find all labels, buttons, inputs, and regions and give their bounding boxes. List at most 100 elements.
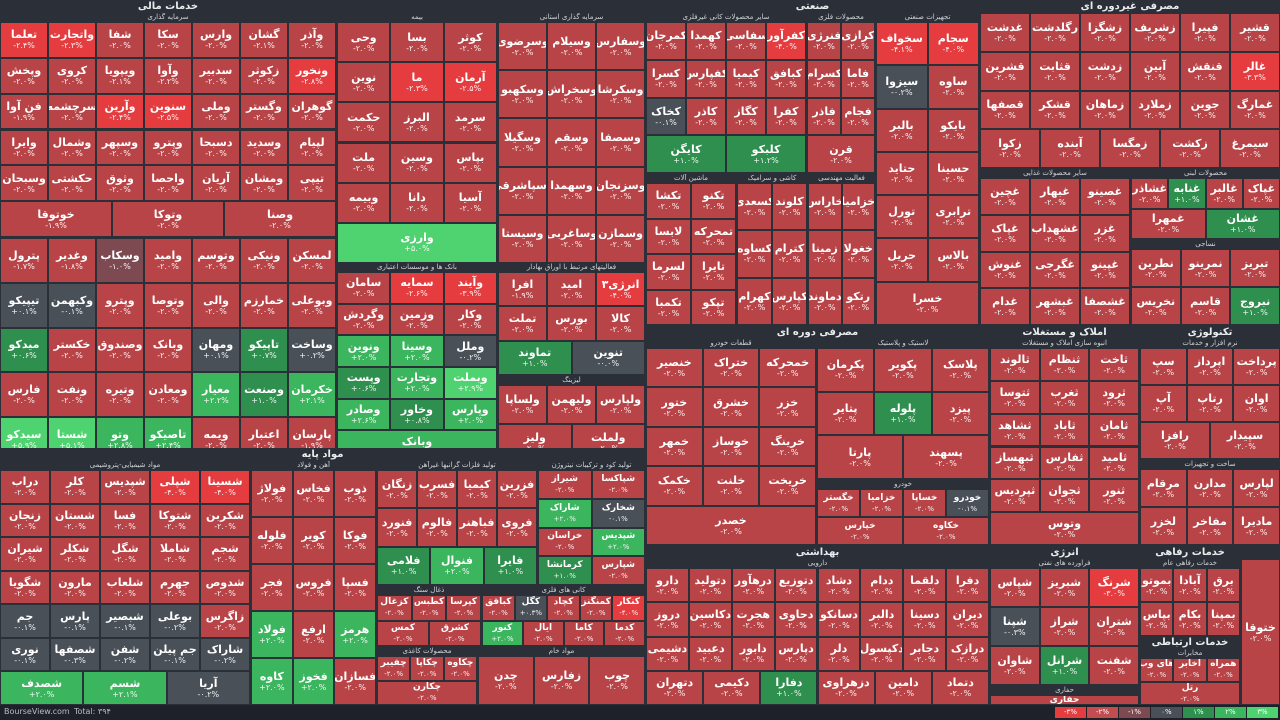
stock-tile[interactable]: شپنا -۰.۳% (990, 607, 1040, 646)
stock-tile[interactable]: شجم -۲.۰% (200, 537, 250, 571)
stock-tile[interactable]: وسکاب -۱.۰% (96, 238, 144, 283)
stock-tile[interactable]: بپاس -۲.۰% (1140, 602, 1174, 636)
stock-tile[interactable]: اپرداز -۲.۰% (1186, 348, 1234, 385)
stock-tile[interactable]: وصنعت +۱.۰% (240, 372, 288, 418)
stock-tile[interactable]: دشیمی -۲.۰% (646, 636, 689, 671)
stock-tile[interactable]: سامان -۲.۰% (337, 272, 391, 304)
industry-title[interactable]: آهن و فولاد (297, 461, 330, 469)
stock-tile[interactable]: پتایر -۲.۰% (817, 391, 875, 436)
stock-tile[interactable]: تکنو -۲.۰% (691, 183, 736, 219)
stock-tile[interactable]: غشاذر -۲.۰% (1131, 178, 1169, 209)
stock-tile[interactable]: فولاژ -۲.۰% (251, 470, 293, 517)
stock-tile[interactable]: دماوند -۲.۰% (808, 277, 842, 325)
industry-title[interactable]: خودرو (894, 480, 912, 488)
stock-tile[interactable]: دعبید -۲.۰% (688, 636, 732, 671)
stock-tile[interactable]: شفا -۲.۰% (96, 22, 144, 58)
stock-tile[interactable]: غبشهر -۲.۰% (1030, 288, 1080, 326)
stock-tile[interactable]: رافزا -۲.۰% (1140, 422, 1210, 459)
stock-tile[interactable]: هجرت -۲.۰% (731, 602, 775, 637)
stock-tile[interactable]: خنصیر -۲.۰% (646, 348, 703, 388)
stock-tile[interactable]: شگل -۲.۰% (100, 537, 150, 571)
stock-tile[interactable]: وسبحان -۲.۰% (0, 165, 48, 202)
stock-tile[interactable]: دارو -۲.۰% (646, 568, 689, 603)
stock-tile[interactable]: خشرق -۲.۰% (702, 387, 760, 427)
stock-tile[interactable]: خزامیا -۲.۰% (860, 489, 903, 517)
stock-tile[interactable]: سپیدار -۲.۰% (1210, 422, 1280, 459)
stock-tile[interactable]: سپ -۲.۰% (1140, 348, 1187, 385)
sector-title[interactable]: تکنولوژی (1187, 327, 1233, 338)
stock-tile[interactable]: قصفها -۲.۰% (980, 90, 1030, 130)
stock-tile[interactable]: زمینا -۲.۰% (808, 230, 842, 278)
stock-tile[interactable]: شبریز -۲.۰% (1039, 568, 1090, 607)
stock-tile[interactable]: خساپا -۲.۰% (903, 489, 946, 517)
industry-title[interactable]: سرمایه گذاری (147, 13, 189, 21)
stock-tile[interactable]: رتل -۲.۰% (1140, 681, 1240, 705)
stock-tile[interactable]: بوعلی -۰.۲% (150, 604, 200, 638)
stock-tile[interactable]: فایرا +۱.۰% (483, 546, 537, 585)
stock-tile[interactable]: آپ -۲.۰% (1140, 385, 1187, 422)
stock-tile[interactable]: دتهران -۲.۰% (646, 670, 704, 706)
stock-tile[interactable]: کویر -۲.۰% (292, 517, 335, 564)
stock-tile[interactable]: رتاپ -۲.۰% (1186, 385, 1234, 422)
stock-tile[interactable]: ثنور -۲.۰% (1089, 479, 1139, 513)
stock-tile[interactable]: ایال -۲.۰% (522, 620, 564, 646)
stock-tile[interactable]: پارتا -۲.۰% (817, 435, 903, 479)
stock-tile[interactable]: غشصفا -۲.۰% (1080, 288, 1130, 326)
stock-tile[interactable]: شاوان -۲.۰% (990, 646, 1040, 685)
stock-tile[interactable]: شصدف +۲.۰% (0, 671, 84, 705)
stock-tile[interactable]: ونوین +۲.۰% (337, 335, 391, 367)
stock-tile[interactable]: سیزوا -۰.۲% (876, 65, 928, 109)
stock-tile[interactable]: زمگسا -۲.۰% (1100, 129, 1160, 169)
stock-tile[interactable]: زکوا -۲.۰% (980, 129, 1040, 169)
stock-tile[interactable]: وصادر +۲.۶% (337, 398, 391, 431)
stock-tile[interactable]: وسکرشا -۲.۰% (596, 70, 645, 119)
stock-tile[interactable]: وگردش -۲.۰% (337, 303, 391, 336)
industry-title[interactable]: مخابرات (1177, 649, 1203, 657)
stock-tile[interactable]: ولبهمن -۲.۰% (547, 385, 596, 424)
stock-tile[interactable]: کفپارس-۲.۰% (686, 59, 726, 98)
stock-tile[interactable]: زملارد -۲.۰% (1130, 90, 1180, 130)
industry-title[interactable]: ساخت و تجهیزات (1184, 460, 1236, 468)
industry-title[interactable]: تولید کود و ترکیبات نیتروژن (551, 461, 632, 469)
stock-tile[interactable]: هرمز +۲.۰% (334, 611, 376, 658)
stock-tile[interactable]: کهرام -۲.۰% (737, 277, 772, 325)
stock-tile[interactable]: فسا -۲.۰% (100, 503, 150, 538)
stock-tile[interactable]: نخریس -۲.۰% (1131, 287, 1181, 325)
stock-tile[interactable]: پترول -۱.۷% (0, 238, 48, 283)
stock-tile[interactable]: لمسکن -۲.۰% (288, 238, 336, 283)
industry-title[interactable]: سرمایه گذاری استانی (539, 13, 604, 21)
stock-tile[interactable]: کالا -۲.۰% (596, 306, 645, 341)
stock-tile[interactable]: وشمال -۲.۰% (48, 129, 96, 166)
stock-tile[interactable]: ترابری -۲.۰% (927, 195, 979, 239)
stock-tile[interactable]: دتوزیع -۲.۰% (774, 568, 818, 603)
stock-tile[interactable]: کهمدا -۲.۰% (686, 22, 726, 60)
stock-tile[interactable]: کترام -۲.۰% (772, 230, 807, 278)
stock-tile[interactable]: قنقش -۲.۰% (1180, 51, 1230, 91)
industry-title[interactable]: لیزینگ (562, 376, 581, 384)
stock-tile[interactable]: ولساپا -۲.۰% (498, 385, 547, 424)
stock-tile[interactable]: فنورد -۲.۰% (377, 508, 417, 547)
stock-tile[interactable]: وپارس +۲.۰% (443, 398, 497, 431)
stock-tile[interactable]: زشریف -۲.۰% (1130, 13, 1180, 52)
stock-tile[interactable]: مرقام -۲.۰% (1140, 469, 1187, 507)
stock-tile[interactable]: فخاس -۲.۰% (292, 470, 335, 517)
stock-tile[interactable]: نوین -۲.۰% (337, 62, 391, 103)
stock-tile[interactable]: غصینو -۲.۰% (1080, 178, 1130, 215)
stock-tile[interactable]: وحی -۲.۰% (337, 22, 391, 63)
stock-tile[interactable]: خغولا -۲.۰% (841, 230, 875, 278)
stock-tile[interactable]: وکار -۲.۰% (443, 303, 497, 336)
stock-tile[interactable]: کفرا -۲.۰% (766, 97, 806, 136)
stock-tile[interactable]: مارون -۲.۰% (50, 570, 100, 605)
stock-tile[interactable]: فزرین -۲.۰% (497, 470, 537, 509)
stock-tile[interactable]: ساوه -۲.۰% (927, 65, 979, 109)
stock-tile[interactable]: شفنت -۲.۰% (1089, 646, 1139, 685)
stock-tile[interactable]: وسقم -۲.۰% (547, 118, 596, 167)
stock-tile[interactable]: پلوله +۱.۰% (874, 391, 932, 436)
stock-tile[interactable]: وساغربی -۲.۰% (547, 214, 596, 263)
stock-tile[interactable]: پکویر -۲.۰% (874, 348, 932, 392)
stock-tile[interactable]: دشاد -۲.۰% (817, 568, 861, 603)
stock-tile[interactable]: وآذر -۲.۰% (288, 22, 336, 58)
stock-tile[interactable]: چوب -۲.۰% (589, 656, 645, 705)
stock-tile[interactable]: ارفع -۲.۰% (292, 611, 335, 658)
stock-tile[interactable]: ملت -۲.۰% (337, 142, 391, 183)
